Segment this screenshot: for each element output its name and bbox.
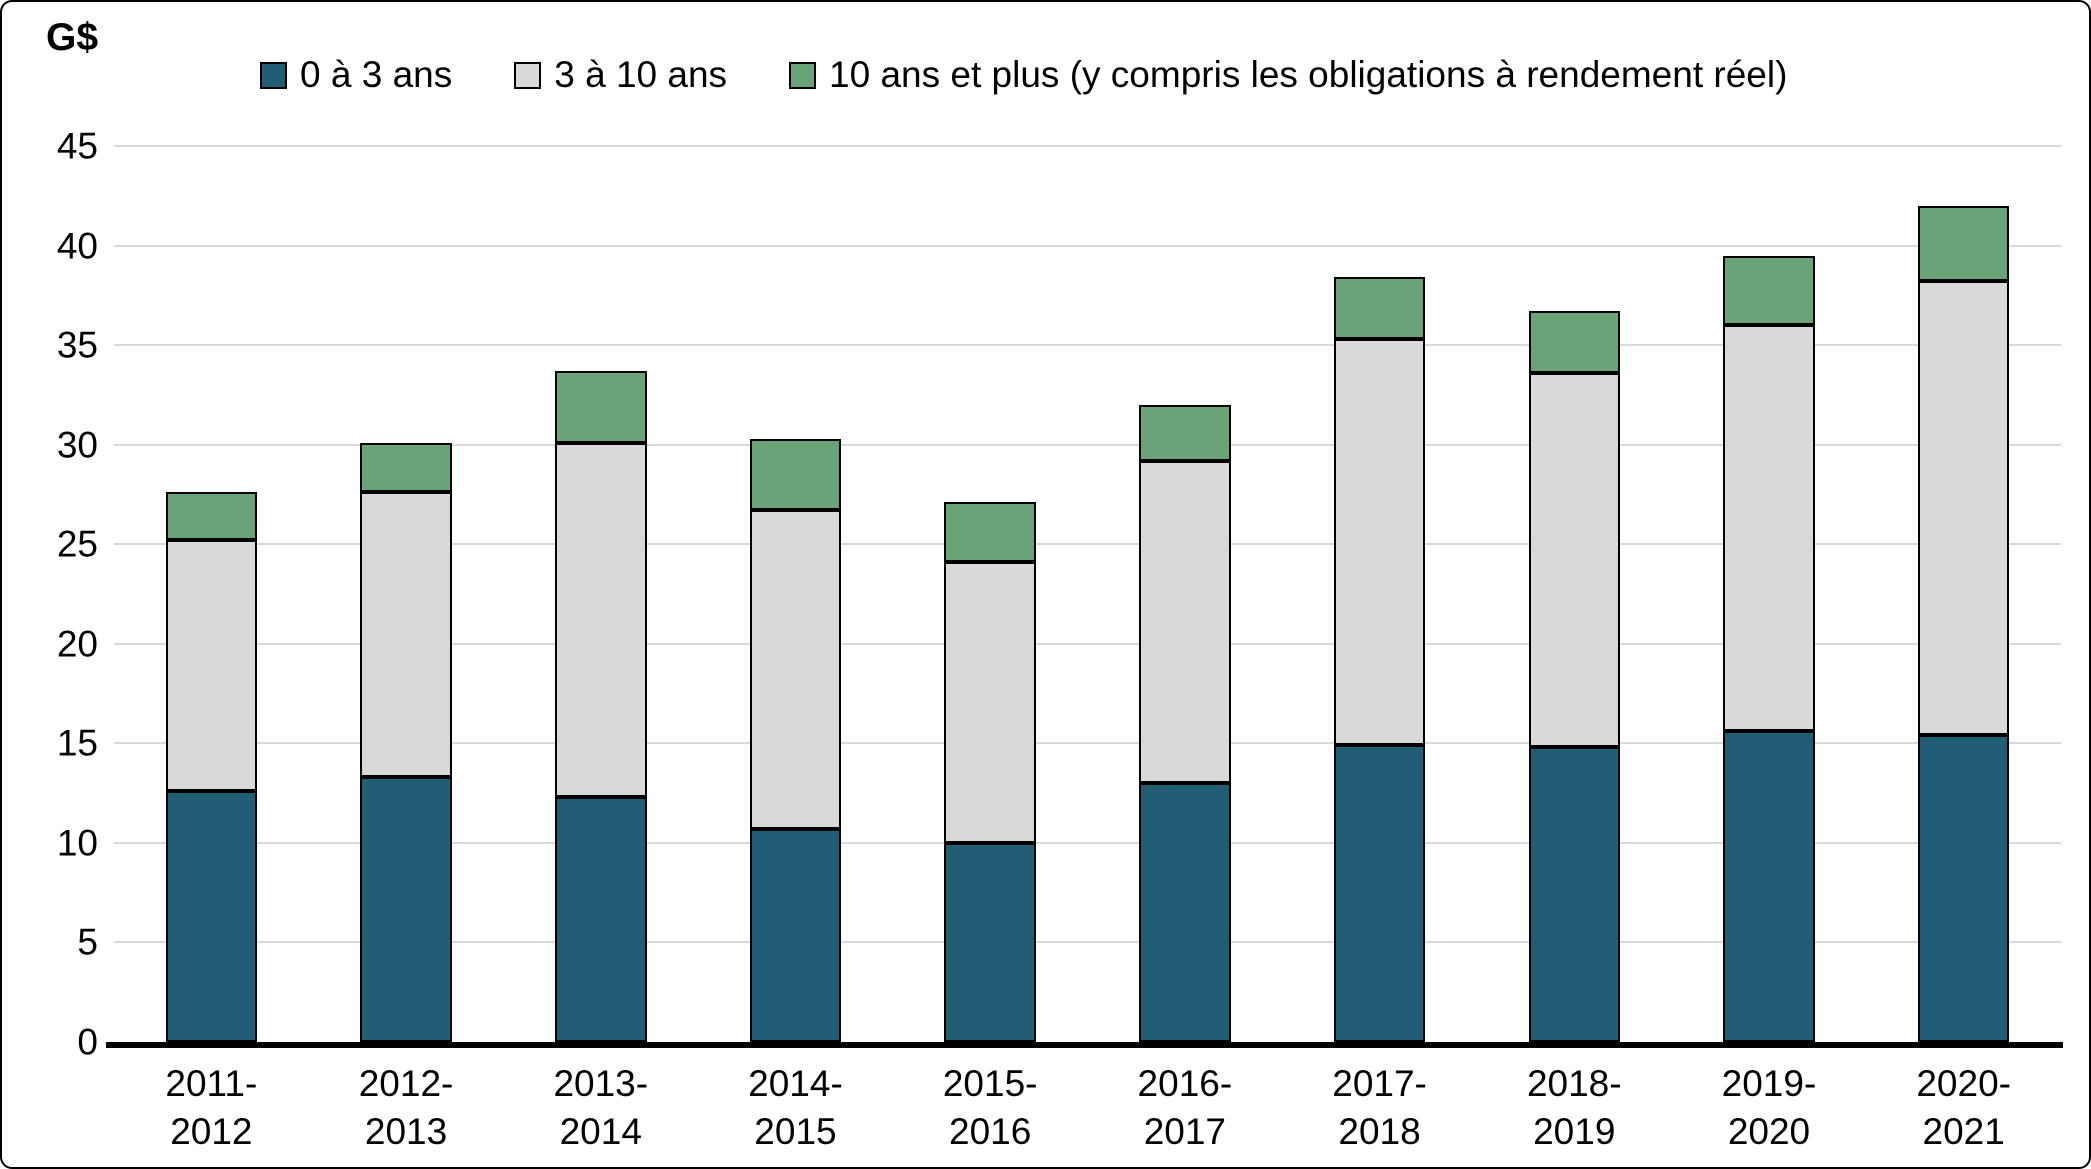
y-tick-label: 20 [56, 623, 98, 665]
stacked-bar [555, 146, 647, 1042]
bar-slot [503, 146, 698, 1042]
stacked-bar [944, 146, 1036, 1042]
bar-segment [165, 540, 258, 792]
gridline [114, 543, 2061, 546]
bar-slot [1282, 146, 1477, 1042]
stacked-bar [165, 146, 258, 1042]
bar-segment [1917, 281, 2010, 736]
bar-segment [1528, 373, 1621, 748]
bar-segment [1723, 325, 1815, 732]
bar-segment [555, 442, 647, 798]
stacked-bar [749, 146, 842, 1042]
legend-label: 0 à 3 ans [300, 54, 453, 95]
gridline [114, 244, 2061, 247]
bar-slot [1866, 146, 2061, 1042]
bar-segment [749, 510, 842, 829]
bar-segment [749, 828, 842, 1042]
bar-segment [1139, 404, 1231, 461]
x-tick-label: 2016- 2017 [1137, 1063, 1233, 1153]
legend-item: 0 à 3 ans [260, 54, 452, 96]
y-tick-label: 45 [56, 125, 98, 167]
gridline [114, 742, 2061, 745]
bar-segment [360, 492, 452, 778]
bar-slot [114, 146, 309, 1042]
bar-segment [1723, 731, 1815, 1042]
bar-segment [1917, 735, 2010, 1042]
x-tick-label: 2019- 2020 [1721, 1063, 1817, 1153]
legend-item: 10 ans et plus (y compris les obligation… [789, 54, 1787, 96]
legend-label: 10 ans et plus (y compris les obligation… [829, 54, 1788, 95]
bar-segment [1333, 339, 1426, 746]
y-tick-label: 15 [56, 722, 98, 764]
bar-segment [1139, 460, 1231, 784]
bar-slot [309, 146, 504, 1042]
gridline [114, 344, 2061, 347]
legend-swatch-icon [514, 61, 542, 89]
bar-segment [1528, 747, 1621, 1042]
bar-segment [360, 777, 452, 1042]
bar-segment [360, 442, 452, 493]
y-tick-label: 25 [56, 523, 98, 565]
stacked-bar [1723, 146, 1815, 1042]
bar-slot [893, 146, 1088, 1042]
bar-segment [1333, 277, 1426, 340]
y-tick-label: 0 [77, 1021, 98, 1063]
bar-segment [944, 502, 1036, 563]
bar-segment [1723, 255, 1815, 326]
gridline [114, 145, 2061, 147]
bar-segment [165, 492, 258, 541]
plot-area [114, 145, 2061, 1042]
gridline [114, 841, 2061, 844]
y-tick-label: 30 [56, 424, 98, 466]
y-axis-unit-label: G$ [46, 16, 99, 59]
gridline [114, 443, 2061, 446]
bar-segment [1139, 783, 1231, 1042]
bar-slot [698, 146, 893, 1042]
bar-segment [1333, 745, 1426, 1042]
bar-segment [1917, 205, 2010, 282]
x-tick-label: 2017- 2018 [1332, 1063, 1427, 1153]
bar-segment [555, 371, 647, 443]
legend: 0 à 3 ans 3 à 10 ans 10 ans et plus (y com… [260, 54, 1787, 96]
stacked-bar [360, 146, 452, 1042]
x-tick-label: 2012- 2013 [358, 1063, 454, 1153]
y-tick-label: 35 [56, 324, 98, 366]
bar-slot [1477, 146, 1672, 1042]
x-axis-line [106, 1042, 2063, 1048]
legend-label: 3 à 10 ans [554, 54, 728, 95]
x-tick-label: 2014- 2015 [748, 1063, 843, 1153]
bar-segment [555, 797, 647, 1042]
legend-item: 3 à 10 ans [514, 54, 727, 96]
bar-slot [1672, 146, 1867, 1042]
x-tick-label: 2015- 2016 [942, 1063, 1038, 1153]
bar-segment [1528, 311, 1621, 373]
stacked-bar [1528, 146, 1621, 1042]
x-tick-label: 2011- 2012 [165, 1063, 258, 1153]
x-tick-label: 2013- 2014 [553, 1063, 649, 1153]
gridline [114, 642, 2061, 645]
legend-swatch-icon [260, 61, 287, 89]
bar-segment [165, 791, 258, 1042]
bars [114, 146, 2061, 1042]
gridline [114, 941, 2061, 944]
stacked-bar [1333, 146, 1426, 1042]
x-tick-label: 2020- 2021 [1916, 1063, 2011, 1153]
y-tick-label: 5 [77, 921, 98, 963]
bar-segment [944, 562, 1036, 843]
x-axis: 2011- 2012 2012- 2013 2013- 2014 2014- 2015 2015… [114, 1060, 2061, 1156]
legend-swatch-icon [789, 61, 817, 89]
bar-slot [1088, 146, 1283, 1042]
x-tick-label: 2018- 2019 [1526, 1063, 1622, 1153]
y-axis: 0 5 10 15 20 25 30 35 40 45 [2, 128, 98, 1061]
bar-segment [749, 438, 842, 511]
stacked-bar [1917, 146, 2010, 1042]
stacked-bar [1139, 146, 1231, 1042]
bar-segment [944, 842, 1036, 1042]
y-tick-label: 40 [56, 225, 98, 267]
y-tick-label: 10 [56, 822, 98, 864]
gridlines [114, 145, 2061, 1042]
